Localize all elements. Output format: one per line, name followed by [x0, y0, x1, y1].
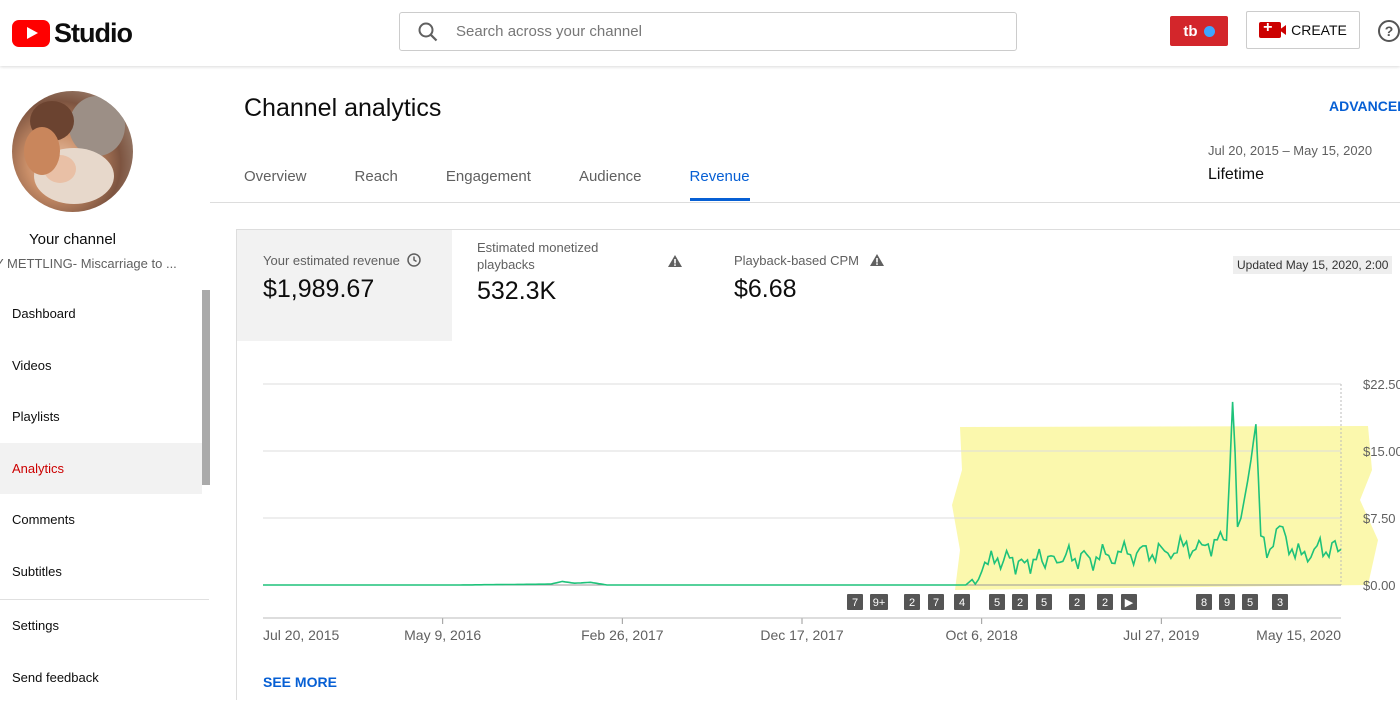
search-input[interactable] — [456, 23, 956, 40]
x-tick-label: Oct 6, 2018 — [945, 627, 1018, 643]
x-tick-label: Feb 26, 2017 — [581, 627, 664, 643]
video-marker-label: 2 — [909, 597, 915, 609]
y-tick-label: $22.50 — [1363, 377, 1400, 392]
status-dot — [1204, 26, 1215, 37]
video-marker-label: 5 — [1247, 597, 1253, 609]
video-marker-label: 7 — [933, 597, 939, 609]
video-marker-label: 9+ — [873, 597, 886, 609]
help-icon[interactable]: ? — [1378, 20, 1400, 42]
video-marker-label: 9 — [1224, 597, 1230, 609]
see-more-link[interactable]: SEE MORE — [263, 674, 337, 690]
x-tick-label: Jul 20, 2015 — [263, 627, 339, 643]
studio-logo[interactable]: Studio — [12, 18, 132, 49]
video-marker-label: 8 — [1201, 597, 1207, 609]
video-marker-label: 7 — [852, 597, 858, 609]
video-camera-icon — [1259, 22, 1281, 38]
video-marker-label: 2 — [1017, 597, 1023, 609]
youtube-play-icon — [12, 20, 50, 47]
video-marker-label: 4 — [959, 597, 965, 609]
search-box[interactable] — [399, 12, 1017, 51]
y-tick-label: $7.50 — [1363, 511, 1396, 526]
video-marker-label: ▶ — [1125, 597, 1134, 609]
video-marker-label: 5 — [1041, 597, 1047, 609]
create-button[interactable]: CREATE — [1246, 11, 1360, 49]
top-bar: Studio tb CREATE ? — [0, 0, 1400, 66]
tubebuddy-label: tb — [1183, 23, 1197, 40]
y-tick-label: $0.00 — [1363, 578, 1396, 593]
video-marker-label: 3 — [1277, 597, 1283, 609]
create-label: CREATE — [1291, 22, 1347, 38]
x-tick-label: May 15, 2020 — [1256, 627, 1341, 643]
x-tick-label: Jul 27, 2019 — [1123, 627, 1199, 643]
video-marker-label: 2 — [1102, 597, 1108, 609]
x-tick-label: May 9, 2016 — [404, 627, 481, 643]
y-tick-label: $15.00 — [1363, 444, 1400, 459]
x-tick-label: Dec 17, 2017 — [760, 627, 843, 643]
video-marker-label: 5 — [994, 597, 1000, 609]
logo-text: Studio — [54, 18, 132, 49]
video-marker-label: 2 — [1074, 597, 1080, 609]
tubebuddy-button[interactable]: tb — [1170, 16, 1228, 46]
search-icon — [418, 22, 438, 42]
